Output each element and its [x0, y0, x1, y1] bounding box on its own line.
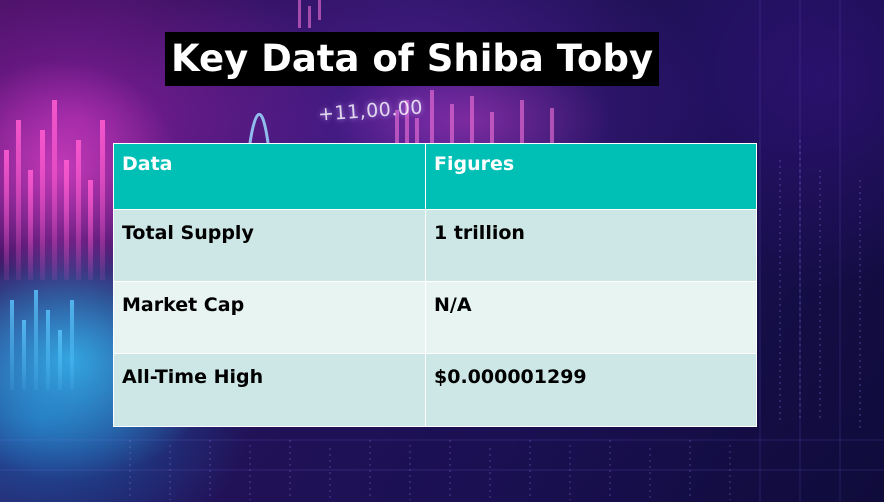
cell-label: Market Cap: [113, 281, 426, 354]
table-row-market-cap: Market Cap N/A: [113, 281, 757, 354]
cell-label: Total Supply: [113, 209, 426, 282]
cell-value: 1 trillion: [425, 209, 757, 282]
table-header-row: Data Figures: [113, 143, 757, 210]
cell-value: $0.000001299: [425, 353, 757, 427]
header-figures: Figures: [425, 143, 757, 210]
cell-label: All-Time High: [113, 353, 426, 427]
header-data: Data: [113, 143, 426, 210]
key-data-table: Data Figures Total Supply 1 trillion Mar…: [113, 143, 757, 427]
table-row-total-supply: Total Supply 1 trillion: [113, 209, 757, 282]
cell-value: N/A: [425, 281, 757, 354]
slide-title: Key Data of Shiba Toby: [165, 32, 660, 86]
table-row-all-time-high: All-Time High $0.000001299: [113, 353, 757, 427]
